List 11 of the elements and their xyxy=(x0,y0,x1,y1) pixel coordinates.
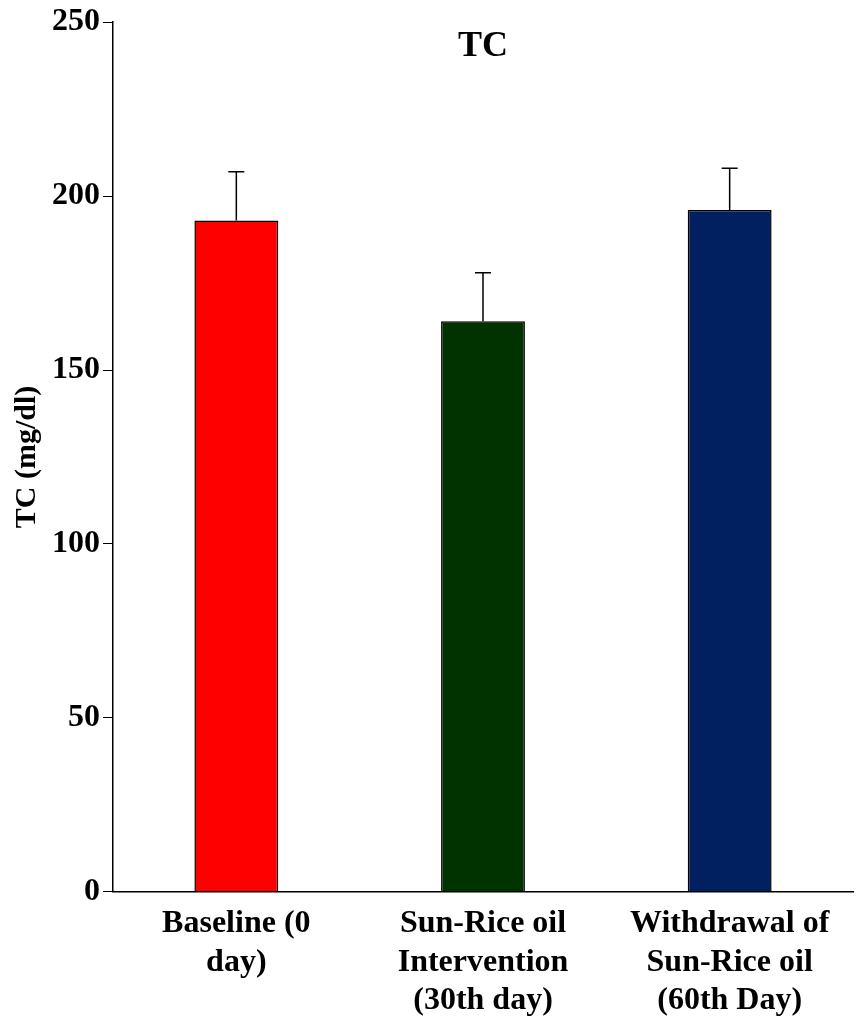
y-tick-label: 0 xyxy=(84,871,100,908)
x-tick-label: Baseline (0 day) xyxy=(162,903,311,978)
y-tick-label: 200 xyxy=(52,175,100,212)
x-tick-label: Sun-Rice oil Intervention (30th day) xyxy=(397,903,569,1017)
y-tick-label: 50 xyxy=(68,697,100,734)
y-tick-label: 150 xyxy=(52,349,100,386)
x-tick-label: Withdrawal of Sun-Rice oil (60th Day) xyxy=(629,903,830,1017)
y-tick-label: 100 xyxy=(52,523,100,560)
y-tick-label: 250 xyxy=(52,1,100,38)
chart-title: TC xyxy=(457,24,509,65)
y-axis-title: TC (mg/dl) xyxy=(7,385,42,529)
